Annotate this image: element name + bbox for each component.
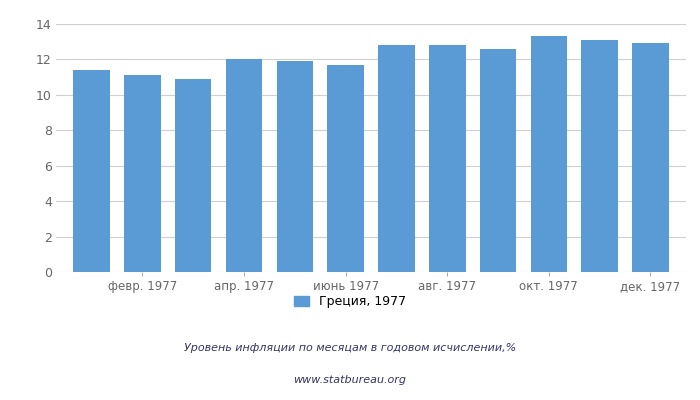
Bar (632, 44, 668, 272)
Bar (581, 40, 618, 272)
Bar (531, 36, 567, 272)
Text: www.statbureau.org: www.statbureau.org (293, 375, 407, 385)
Legend: Греция, 1977: Греция, 1977 (289, 290, 411, 313)
Bar (328, 65, 364, 272)
Bar (175, 79, 211, 272)
Bar (480, 49, 517, 272)
Text: Уровень инфляции по месяцам в годовом исчислении,%: Уровень инфляции по месяцам в годовом ис… (184, 343, 516, 353)
Bar (276, 61, 313, 272)
Bar (378, 45, 414, 272)
Bar (429, 45, 466, 272)
Bar (74, 70, 110, 272)
Bar (225, 60, 262, 272)
Bar (124, 75, 161, 272)
